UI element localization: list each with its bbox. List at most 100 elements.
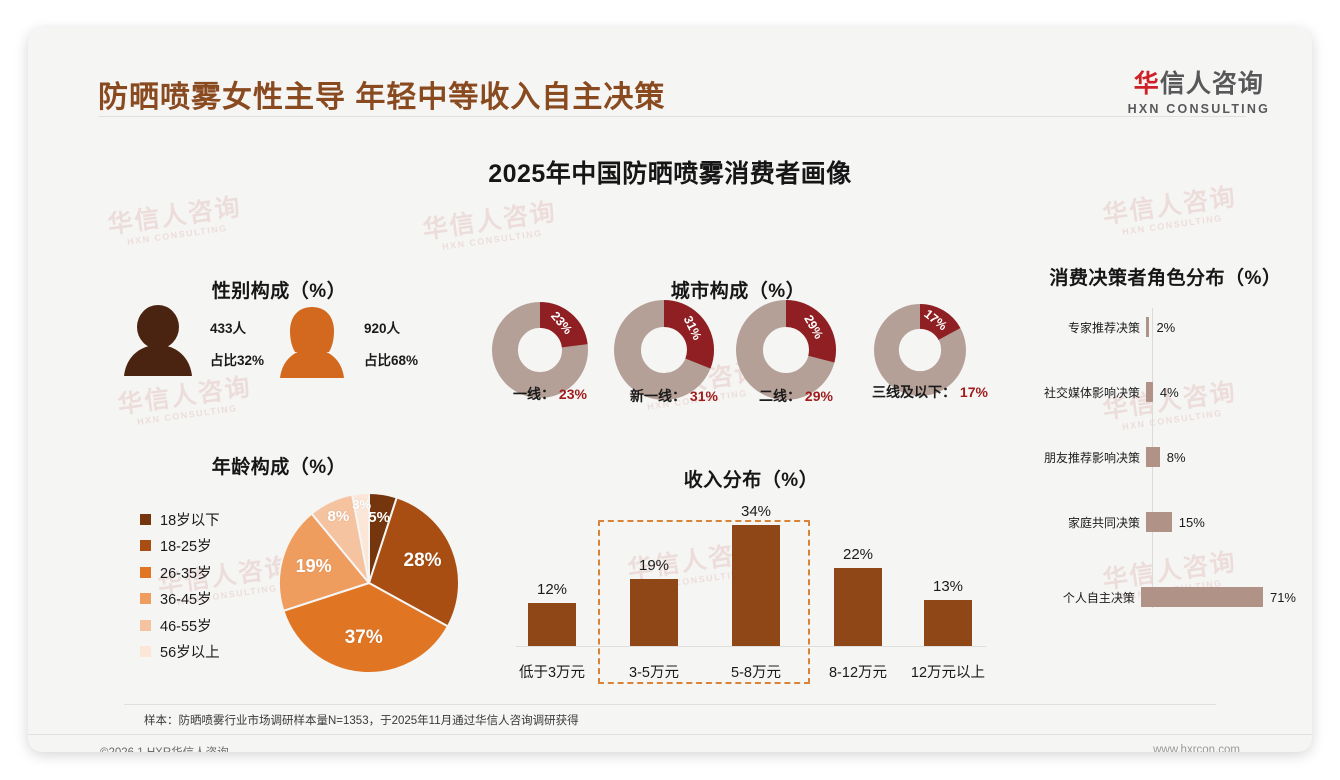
decision-bar [1146,317,1150,337]
age-legend-swatch [140,513,151,525]
age-legend-swatch [140,646,151,658]
logo-rest-chars: 信人咨询 [1159,70,1264,98]
watermark-cn: 华信人咨询 [1100,182,1239,230]
age-legend-label: 36-45岁 [160,592,212,609]
city-value: 23% [558,386,587,402]
city-value: 17% [959,384,988,400]
income-bar-category: 3-5万元 [629,665,679,681]
income-section-title: 收入分布（%） [683,470,819,491]
decision-value: 71% [1269,589,1296,605]
age-legend-swatch [140,540,151,552]
age-slice-label: 3% [352,497,372,513]
age-legend-label: 18岁以下 [160,512,220,529]
female-share: 占比68% [364,353,419,368]
decision-row: 家庭共同决策 15% [1034,511,1296,533]
decision-label: 个人自主决策 [1062,590,1135,605]
city-label: 二线： [759,388,802,404]
decision-bar [1146,447,1160,467]
male-count: 433人 [210,321,247,336]
income-bar [630,578,678,646]
decision-label: 朋友推荐影响决策 [1043,450,1140,465]
decision-bar [1146,382,1153,402]
watermark: 华信人咨询 HXN CONSULTING [1100,182,1240,240]
age-legend-swatch [140,619,151,631]
income-bar-category: 低于3万元 [518,665,586,681]
watermark-en: HXN CONSULTING [136,402,239,427]
decision-label: 专家推荐决策 [1067,320,1140,335]
website-url: www.hxrcon.com [1153,744,1240,752]
age-legend-item: 46-55岁 [140,612,220,639]
income-bar-value: 22% [842,545,874,563]
decision-bar [1140,587,1263,607]
age-legend-item: 36-45岁 [140,586,220,613]
city-donut-caption: 二线： 29% [726,386,866,406]
city-label: 新一线： [630,388,687,404]
age-legend-label: 56岁以上 [160,645,220,662]
income-highlight-box [598,520,810,684]
age-legend-item: 18-25岁 [140,533,220,560]
age-legend-item: 18岁以下 [140,506,220,533]
chart-main-title: 2025年中国防晒喷雾消费者画像 [488,160,852,188]
income-bar-value: 34% [740,503,772,521]
age-legend-swatch [140,566,151,578]
decision-row: 专家推荐决策 2% [1034,316,1296,338]
decision-label: 社交媒体影响决策 [1043,385,1140,400]
decision-value: 8% [1166,449,1186,465]
page-title: 防晒喷雾女性主导 年轻中等收入自主决策 [98,81,666,114]
male-silhouette-icon [120,305,196,379]
age-slice-label: 8% [327,508,350,526]
age-section-title: 年龄构成（%） [211,457,347,478]
infographic-card: 华信人咨询 HXN CONSULTING 华信人咨询 HXN CONSULTIN… [28,28,1312,752]
decision-row: 社交媒体影响决策 4% [1034,381,1296,403]
city-section-title: 城市构成（%） [670,281,806,302]
female-count: 920人 [364,321,401,336]
logo-hua-char: 华 [1133,70,1160,98]
footer-divider-top [124,704,1216,705]
income-axis-line [516,646,986,647]
city-donut-1 [491,301,589,399]
age-pie-legend: 18岁以下 18-25岁 26-35岁 36-45岁 46-55岁 56岁以上 [140,506,220,665]
company-logo: 华信人咨询 HXN CONSULTING [1128,64,1270,116]
footer-divider-bottom [28,734,1312,735]
age-legend-label: 26-35岁 [160,565,212,582]
logo-chinese-name: 华信人咨询 [1128,64,1270,100]
city-label: 一线： [513,386,556,402]
watermark: 华信人咨询 HXN CONSULTING [421,198,560,255]
header-divider [98,116,1246,117]
city-value: 29% [804,388,833,404]
age-pie-chart: 5% 28% 37% 19% 8% 3% [278,491,460,674]
income-bar [732,525,780,646]
decision-value: 15% [1178,514,1205,530]
decision-row: 朋友推荐影响决策 8% [1034,446,1296,468]
watermark-en: HXN CONSULTING [441,227,544,252]
city-donut-4 [873,303,967,397]
sample-note: 样本：防晒喷雾行业市场调研样本量N=1353，于2025年11月通过华信人咨询调… [144,715,579,727]
decision-bar [1146,512,1172,532]
age-legend-item: 56岁以上 [140,639,220,666]
age-slice-label: 37% [344,627,383,649]
income-bar-category: 12万元以上 [910,665,986,681]
income-bar-value: 19% [638,556,670,574]
age-slice-label: 5% [368,509,390,527]
decision-bar-chart: 专家推荐决策 2% 社交媒体影响决策 4% 朋友推荐影响决策 8% 家庭共同决策 15% 个人自… [1034,308,1296,628]
logo-english-name: HXN CONSULTING [1127,102,1270,116]
watermark: 华信人咨询 HXN CONSULTING [105,192,245,250]
decision-value: 4% [1159,384,1179,400]
decision-row: 个人自主决策 71% [1034,586,1296,608]
city-donut-caption: 三线及以下： 17% [864,382,996,402]
city-donut-3 [736,300,836,400]
city-donut-2 [614,300,714,400]
income-bar-category: 8-12万元 [828,665,888,681]
gender-chart: 433人 占比32% 920人 占比68% [114,273,444,383]
city-label: 三线及以下： [872,384,957,400]
age-slice-label: 19% [295,555,332,576]
income-bar-value: 13% [932,577,964,595]
income-bar-category: 5-8万元 [731,665,781,681]
age-legend-item: 26-35岁 [140,559,220,586]
income-bar-value: 12% [536,581,568,599]
age-legend-label: 46-55岁 [160,618,212,635]
watermark-cn: 华信人咨询 [105,192,244,240]
income-bar [528,603,576,646]
gender-section-title: 性别构成（%） [211,281,347,302]
